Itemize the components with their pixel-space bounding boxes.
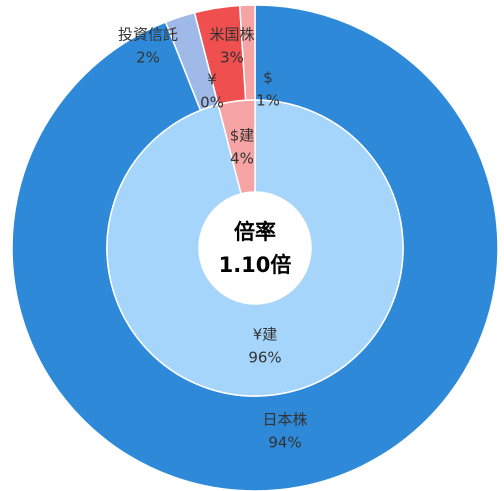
labels: 日本株 94% 投資信託 2% ¥0% 米国株 3% $1% ¥建 96% $建 4% — [118, 26, 308, 452]
slice-label: $建 — [230, 127, 255, 145]
slices — [11, 4, 499, 491]
value-label: 1% — [256, 92, 280, 110]
slice-label: 日本株 — [262, 411, 307, 429]
slice-label: ¥ — [207, 71, 217, 89]
slice-label: 投資信託 — [118, 26, 178, 44]
slice-label: $ — [263, 69, 273, 87]
slice-label: 米国株 — [209, 26, 254, 44]
center-hole — [199, 192, 311, 304]
value-label: 94% — [268, 434, 301, 452]
value-label: 3% — [220, 49, 244, 67]
slice-label: ¥建 — [253, 326, 278, 344]
center-text: 1.10倍 — [219, 253, 292, 277]
value-label: 2% — [136, 49, 160, 67]
center-title: 倍率 — [234, 220, 276, 244]
value-label: 4% — [230, 150, 254, 168]
value-label: 0% — [200, 94, 224, 112]
value-label: 96% — [248, 349, 281, 367]
